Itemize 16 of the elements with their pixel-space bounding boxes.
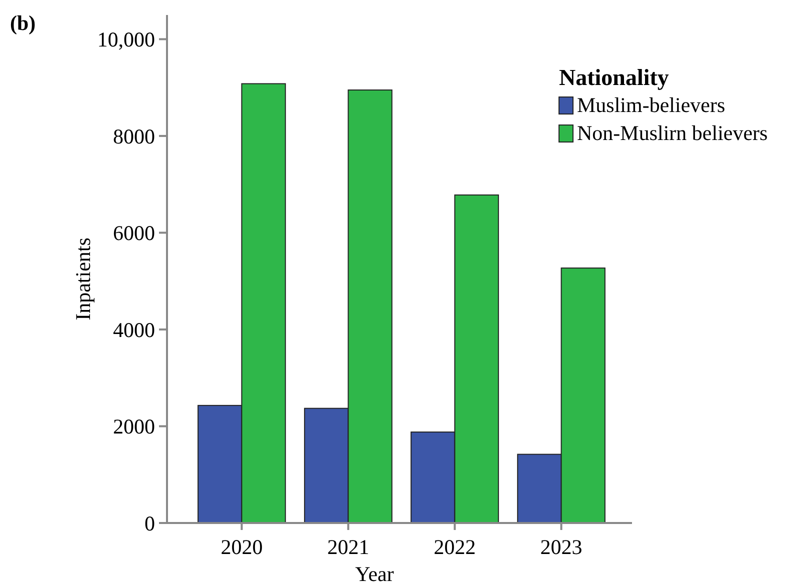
x-tick-label: 2020 bbox=[220, 535, 263, 559]
y-tick-label: 6000 bbox=[113, 221, 155, 246]
y-tick-label: 0 bbox=[144, 511, 155, 536]
x-axis-title: Year bbox=[355, 562, 394, 585]
legend-label: Muslim-believers bbox=[577, 93, 726, 117]
x-tick-label: 2022 bbox=[434, 535, 476, 559]
y-axis-title: Inpatients bbox=[71, 238, 95, 320]
text: (b) bbox=[10, 11, 36, 35]
x-tick-label: 2021 bbox=[327, 535, 370, 559]
legend-label: Non-Muslirn believers bbox=[577, 121, 768, 145]
y-tick-label: 10,000 bbox=[97, 28, 155, 52]
x-tick-label: 2023 bbox=[540, 535, 582, 559]
legend-title: Nationality bbox=[559, 65, 670, 90]
y-tick-label: 4000 bbox=[113, 318, 155, 342]
y-tick-label: 2000 bbox=[113, 414, 155, 439]
y-tick-label: 8000 bbox=[113, 124, 155, 148]
